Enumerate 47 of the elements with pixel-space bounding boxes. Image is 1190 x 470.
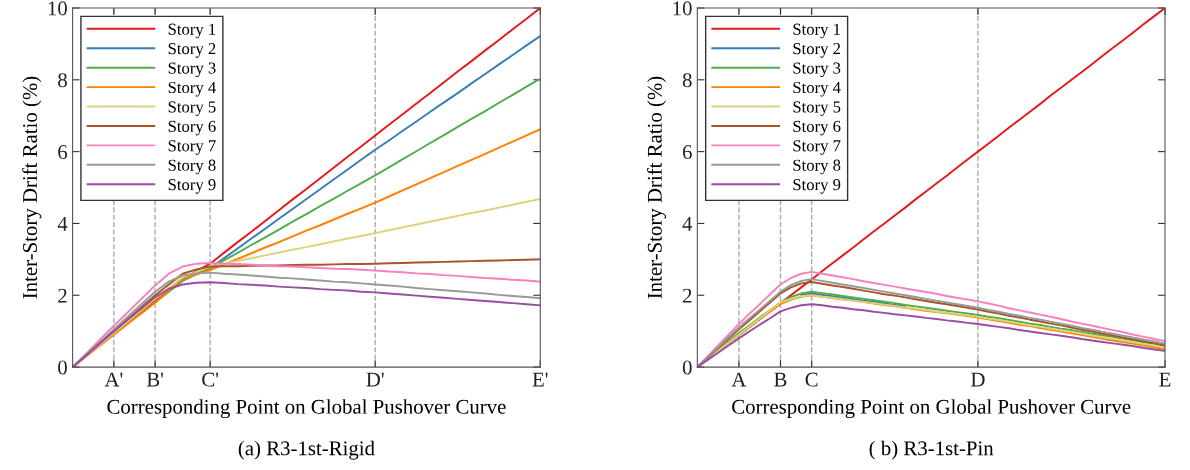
- legend-label: Story 8: [168, 159, 216, 175]
- x-tick-label: D: [971, 372, 985, 387]
- legend-label: Story 7: [168, 140, 216, 155]
- y-tick-label: 8: [682, 73, 692, 88]
- legend-label: Story 6: [793, 120, 841, 136]
- legend-label: Story 6: [168, 120, 216, 136]
- y-tick-label: 10: [48, 1, 67, 16]
- y-tick-label: 6: [58, 145, 68, 160]
- legend-label: Story 2: [168, 43, 216, 58]
- y-tick-label: 4: [57, 216, 68, 231]
- y-tick-label: 2: [682, 288, 692, 303]
- y-tick-label: 8: [58, 73, 67, 88]
- legend-label: Story 7: [793, 140, 841, 155]
- x-tick-label: B': [146, 372, 164, 387]
- x-tick-label: E: [1159, 372, 1171, 387]
- legend-label: Story 8: [793, 159, 841, 175]
- legend-label: Story 9: [168, 179, 216, 194]
- y-tick-label: 10: [673, 1, 692, 16]
- y-tick-label: 0: [58, 360, 67, 375]
- y-axis-title: Inter-Story Drift Ratio (%): [22, 76, 42, 299]
- y-axis-title: Inter-Story Drift Ratio (%): [646, 76, 667, 299]
- x-tick-label: B: [774, 372, 787, 387]
- legend-label: Story 5: [793, 101, 841, 116]
- y-tick-label: 6: [682, 145, 692, 160]
- legend-label: Story 3: [793, 62, 841, 78]
- x-tick-label: C': [202, 372, 219, 387]
- y-tick-label: 4: [682, 216, 693, 231]
- legend-label: Story 5: [168, 101, 216, 116]
- x-axis-title: Corresponding Point on Global Pushover Curve: [732, 399, 1131, 419]
- x-tick-label: A: [731, 372, 747, 387]
- legend-label: Story 4: [168, 81, 216, 97]
- x-tick-label: A': [104, 372, 123, 387]
- legend-label: Story 9: [793, 179, 841, 194]
- y-tick-label: 2: [58, 288, 67, 303]
- legend-label: Story 1: [168, 23, 216, 39]
- x-axis-title: Corresponding Point on Global Pushover Curve: [107, 399, 506, 419]
- text: ( b) R3-1st-Pin: [869, 440, 994, 460]
- legend-label: Story 4: [793, 81, 841, 97]
- legend-label: Story 3: [168, 62, 216, 78]
- x-tick-label: E': [532, 372, 548, 387]
- text: (a) R3-1st-Rigid: [238, 440, 375, 460]
- line-series: [800, 292, 907, 308]
- y-tick-label: 0: [682, 360, 692, 375]
- legend-label: Story 1: [793, 23, 840, 39]
- x-tick-label: D': [366, 372, 384, 387]
- legend-label: Story 2: [793, 43, 841, 58]
- x-tick-label: C: [805, 372, 818, 387]
